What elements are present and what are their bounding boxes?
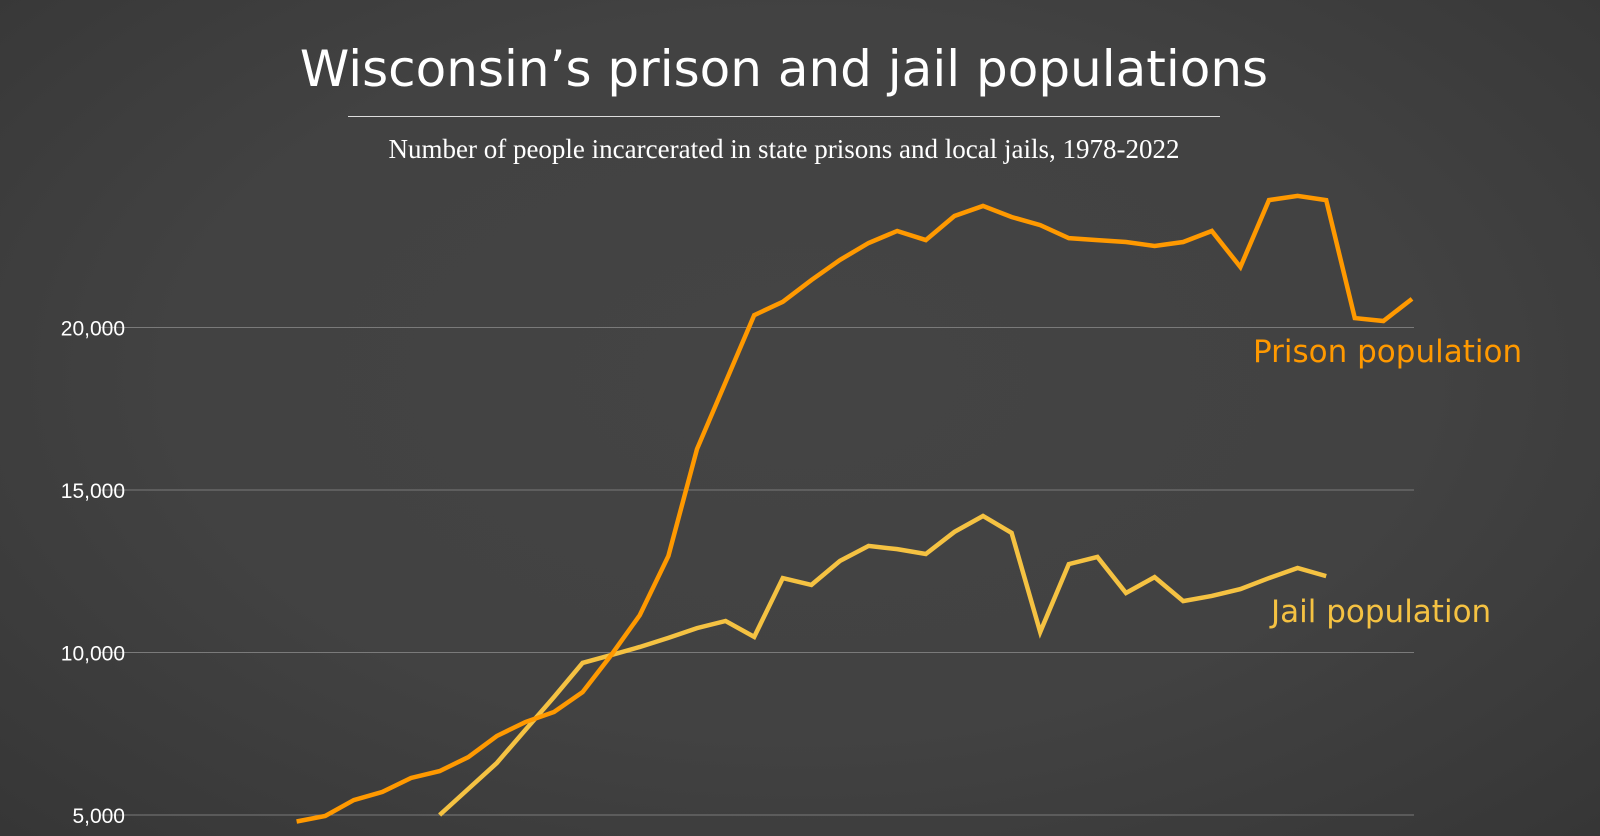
series-lines xyxy=(296,193,1414,824)
chart-title: Wisconsin’s prison and jail populations xyxy=(299,40,1269,98)
y-axis: 5,000 10,000 15,000 20,000 xyxy=(61,318,125,829)
y-tick-label: 20,000 xyxy=(61,318,125,341)
series-line-jail xyxy=(438,513,1327,817)
y-tick-label: 10,000 xyxy=(61,643,125,666)
series-line-prison xyxy=(296,193,1414,824)
y-tick-label: 5,000 xyxy=(72,805,125,828)
y-tick-label: 15,000 xyxy=(61,480,125,503)
title-underline xyxy=(348,116,1220,117)
series-label-prison: Prison population xyxy=(1253,334,1522,370)
grid xyxy=(100,327,1414,816)
series-label-jail: Jail population xyxy=(1269,594,1491,630)
chart-subtitle: Number of people incarcerated in state p… xyxy=(388,134,1180,164)
